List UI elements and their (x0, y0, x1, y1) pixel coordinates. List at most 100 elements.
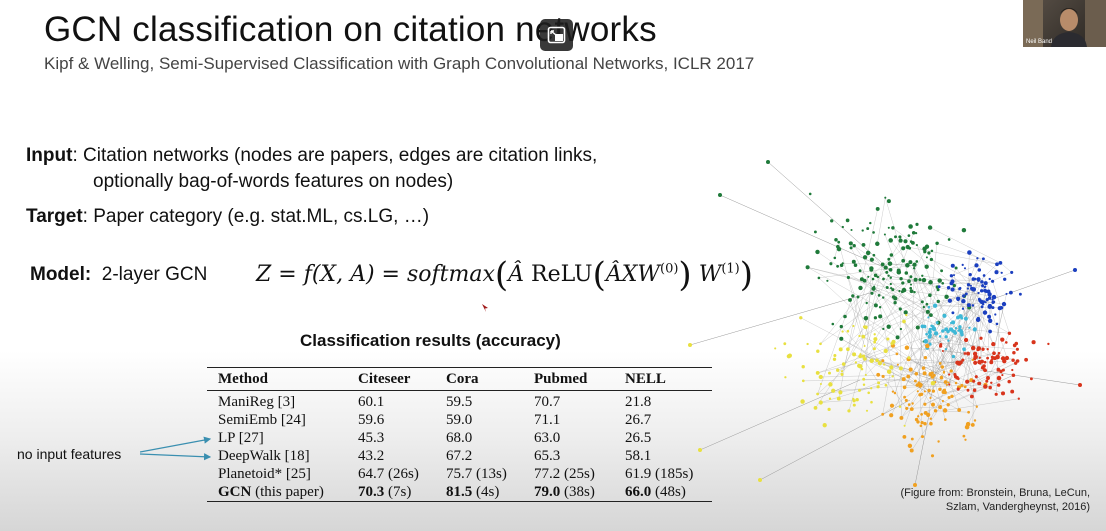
graph-edge (903, 289, 1005, 305)
cell-citeseer: 43.2 (358, 448, 385, 464)
graph-node (980, 280, 984, 284)
graph-node (963, 352, 967, 355)
graph-edge (820, 399, 858, 403)
graph-edge (932, 319, 979, 378)
graph-node (887, 261, 893, 266)
graph-node (848, 298, 852, 302)
graph-edge (925, 341, 956, 375)
graph-edge (900, 308, 902, 418)
cell-cora: 75.7 (13s) (446, 466, 507, 482)
graph-node (941, 349, 944, 353)
graph-node (898, 307, 902, 311)
graph-node (828, 371, 831, 375)
graph-node (924, 344, 928, 347)
graph-edge (861, 208, 878, 280)
graph-node (1010, 389, 1015, 394)
graph-node (801, 379, 805, 383)
graph-node (909, 240, 913, 243)
graph-node (991, 300, 995, 305)
graph-node (933, 331, 939, 336)
graph-edge (912, 332, 962, 404)
table-row: SemiEmb [24] 59.6 59.0 71.1 26.7 (207, 411, 712, 429)
graph-node (816, 349, 820, 353)
graph-node (873, 340, 877, 344)
graph-node (970, 345, 976, 351)
graph-node (938, 405, 942, 409)
graph-node (914, 372, 919, 376)
graph-node (841, 362, 846, 366)
graph-node (927, 316, 930, 319)
cell-pubmed: 71.1 (534, 412, 561, 428)
graph-node (948, 373, 951, 376)
graph-edge (930, 227, 1001, 264)
cell-citeseer: 70.3 (7s) (358, 483, 446, 502)
graph-node (952, 330, 957, 334)
graph-node (909, 286, 913, 290)
restore-pip-button[interactable] (540, 19, 573, 51)
gcn-formula: Z = f(X, A) = softmax(Â ReLU(ÂXW(0)) W(1… (256, 255, 753, 295)
graph-node (817, 276, 821, 280)
graph-node (924, 264, 929, 269)
input-label: Input (26, 145, 73, 166)
graph-edge (931, 259, 983, 287)
graph-edge (863, 336, 962, 386)
graph-node (973, 360, 978, 365)
caption-line-1: (Figure from: Bronstein, Bruna, LeCun, (900, 487, 1090, 499)
graph-edge (954, 331, 977, 407)
graph-node (863, 345, 866, 347)
graph-edge (913, 265, 936, 306)
graph-edge (884, 234, 899, 271)
graph-edge (841, 275, 889, 372)
graph-node (961, 307, 965, 310)
slide-subtitle: Kipf & Welling, Semi-Supervised Classifi… (44, 54, 755, 73)
graph-node (905, 313, 908, 317)
gcn-nell: 66.0 (625, 484, 652, 500)
graph-node (1017, 397, 1020, 400)
graph-node (981, 257, 985, 261)
graph-node (902, 385, 907, 390)
graph-node (999, 369, 1003, 374)
graph-node (960, 333, 964, 337)
model-line: Model: 2-layer GCN (30, 264, 207, 286)
graph-node (830, 219, 834, 223)
graph-node (836, 264, 839, 268)
graph-node (819, 342, 822, 346)
graph-node (914, 231, 918, 235)
graph-node (921, 274, 924, 277)
webcam-thumbnail[interactable]: Neil Band (1023, 0, 1106, 47)
graph-node (1031, 340, 1036, 345)
graph-node (969, 394, 974, 399)
graph-node (903, 424, 906, 427)
graph-node (698, 448, 702, 452)
graph-node (893, 391, 897, 395)
graph-node (878, 314, 883, 319)
graph-edge (945, 398, 1019, 411)
gcn-citeseer: 70.3 (358, 484, 385, 500)
no-input-features-annotation: no input features (17, 446, 122, 462)
graph-node (852, 352, 857, 357)
graph-node (925, 332, 928, 336)
graph-node (986, 348, 989, 351)
graph-node (901, 377, 906, 382)
graph-edge (1000, 262, 1012, 273)
graph-node (862, 377, 866, 381)
graph-node (833, 353, 837, 358)
graph-node (970, 422, 975, 427)
cell-method: Planetoid* [25] (218, 466, 311, 482)
graph-edge (977, 299, 988, 350)
cell-method: ManiReg [3] (218, 394, 296, 410)
graph-edge (817, 295, 853, 395)
graph-node (982, 274, 986, 277)
graph-node (1073, 268, 1077, 272)
graph-edge (967, 406, 977, 425)
graph-node (923, 339, 929, 344)
graph-node (854, 361, 858, 364)
graph-node (884, 348, 888, 353)
graph-node (979, 289, 984, 293)
formula-relu: ReLU (531, 262, 593, 287)
graph-edge (882, 353, 966, 415)
formula-a-hat: Â (508, 262, 525, 287)
graph-node (983, 368, 987, 372)
graph-edge (864, 333, 937, 360)
graph-node (1001, 374, 1004, 377)
